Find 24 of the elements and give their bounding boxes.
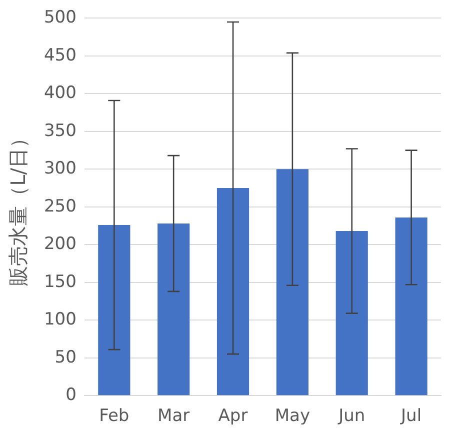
y-tick-label: 0 (66, 385, 76, 406)
y-tick-label: 350 (44, 120, 76, 141)
bar (276, 169, 308, 396)
x-tick-label: Jul (400, 406, 422, 426)
y-tick-label: 100 (44, 310, 76, 330)
bar (158, 224, 190, 396)
y-tick-label: 300 (44, 158, 76, 179)
y-tick-label: 400 (44, 83, 76, 104)
bar (395, 217, 428, 396)
y-tick-label: 500 (44, 8, 76, 28)
y-tick-label: 50 (54, 347, 76, 368)
bar (336, 231, 368, 396)
y-tick-label: 250 (44, 196, 76, 216)
y-tick-label: 200 (44, 234, 76, 254)
x-tick-label: Mar (158, 406, 190, 426)
x-tick-label: May (274, 406, 310, 426)
y-tick-label: 450 (44, 45, 76, 66)
x-tick-label: Apr (218, 406, 248, 426)
x-tick-label: Feb (99, 406, 130, 426)
bar (98, 225, 130, 396)
y-axis-title: 販売水量（L/日） (6, 128, 30, 286)
bar (216, 188, 250, 396)
y-tick-label: 150 (44, 272, 76, 292)
x-tick-label: Jun (338, 406, 366, 426)
